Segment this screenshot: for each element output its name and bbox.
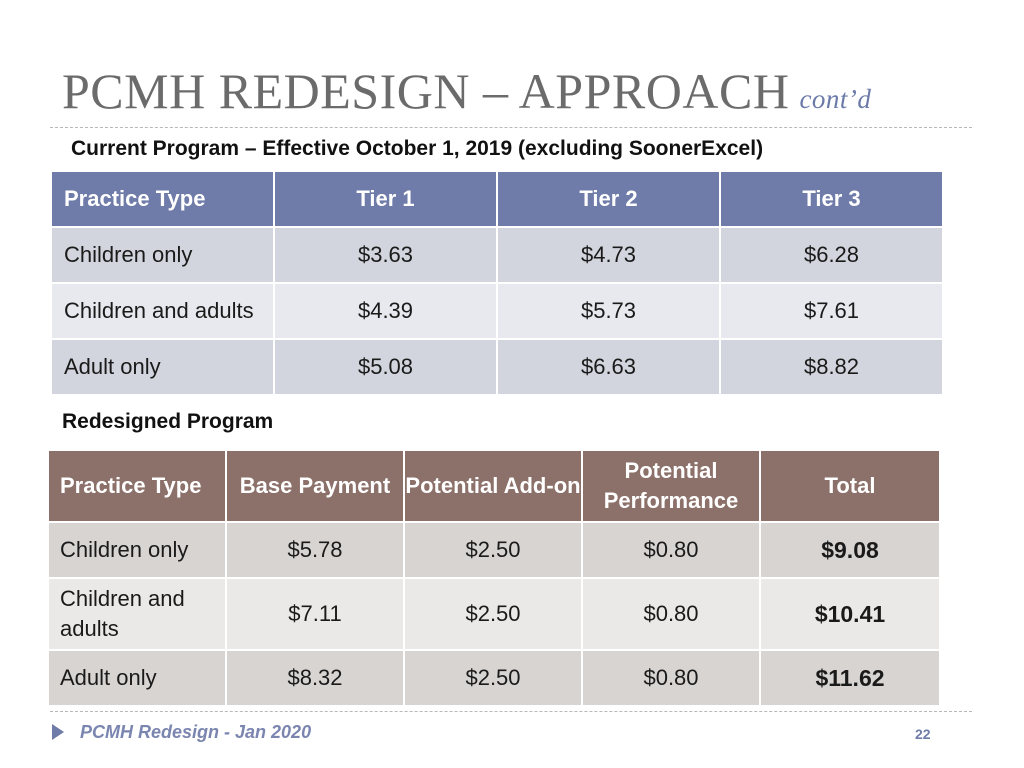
table-cell: $2.50	[403, 577, 583, 651]
redesigned-program-table: Practice Type Base Payment Potential Add…	[47, 449, 941, 707]
current-program-heading: Current Program – Effective October 1, 2…	[71, 137, 764, 160]
footer-text: PCMH Redesign - Jan 2020	[80, 722, 312, 742]
total-cell: $11.62	[759, 649, 941, 707]
table-cell: $6.28	[719, 226, 944, 284]
table-cell: $0.80	[581, 649, 761, 707]
table-cell: $7.11	[225, 577, 405, 651]
table-row: Adult only $8.32 $2.50 $0.80 $11.62	[47, 649, 941, 707]
footer-divider	[50, 711, 972, 712]
table-cell: Children only	[47, 521, 227, 579]
table-cell: $5.78	[225, 521, 405, 579]
column-header: Potential Performance	[581, 449, 761, 523]
column-header: Tier 1	[273, 170, 498, 228]
page-number: 22	[915, 726, 931, 742]
total-cell: $9.08	[759, 521, 941, 579]
slide-title: PCMH REDESIGN – APPROACH cont’d	[62, 62, 871, 120]
column-header: Tier 2	[496, 170, 721, 228]
table-cell: Adult only	[50, 338, 275, 396]
column-header: Total	[759, 449, 941, 523]
column-header: Base Payment	[225, 449, 405, 523]
table-cell: $6.63	[496, 338, 721, 396]
table-row: Children and adults $4.39 $5.73 $7.61	[50, 282, 944, 340]
table-row: Children only $5.78 $2.50 $0.80 $9.08	[47, 521, 941, 579]
table-cell: $0.80	[581, 577, 761, 651]
column-header: Practice Type	[47, 449, 227, 523]
slide-title-text: PCMH REDESIGN – APPROACH	[62, 63, 790, 119]
redesigned-program-heading: Redesigned Program	[62, 410, 274, 433]
table-cell: Children only	[50, 226, 275, 284]
triangle-bullet-icon	[52, 724, 64, 740]
table-cell: Children and adults	[47, 577, 227, 651]
table-cell: $8.82	[719, 338, 944, 396]
title-divider	[50, 127, 972, 128]
total-cell: $10.41	[759, 577, 941, 651]
table-header-row: Practice Type Base Payment Potential Add…	[47, 449, 941, 523]
slide-title-suffix: cont’d	[799, 84, 872, 114]
column-header: Potential Add-on	[403, 449, 583, 523]
table-cell: $0.80	[581, 521, 761, 579]
table-header-row: Practice Type Tier 1 Tier 2 Tier 3	[50, 170, 944, 228]
table-cell: $4.39	[273, 282, 498, 340]
column-header: Practice Type	[50, 170, 275, 228]
table-cell: Adult only	[47, 649, 227, 707]
table-cell: $4.73	[496, 226, 721, 284]
column-header: Tier 3	[719, 170, 944, 228]
table-cell: $5.73	[496, 282, 721, 340]
table-cell: $2.50	[403, 649, 583, 707]
table-row: Children and adults $7.11 $2.50 $0.80 $1…	[47, 577, 941, 651]
table-row: Adult only $5.08 $6.63 $8.82	[50, 338, 944, 396]
table-cell: $2.50	[403, 521, 583, 579]
table-cell: $7.61	[719, 282, 944, 340]
table-cell: Children and adults	[50, 282, 275, 340]
table-row: Children only $3.63 $4.73 $6.28	[50, 226, 944, 284]
table-cell: $8.32	[225, 649, 405, 707]
table-cell: $5.08	[273, 338, 498, 396]
current-program-table: Practice Type Tier 1 Tier 2 Tier 3 Child…	[50, 170, 944, 396]
table-cell: $3.63	[273, 226, 498, 284]
